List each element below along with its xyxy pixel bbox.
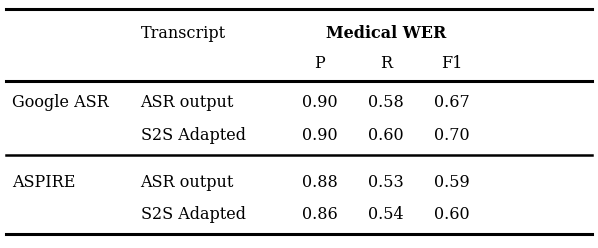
- Text: 0.53: 0.53: [368, 174, 404, 191]
- Text: Transcript: Transcript: [141, 25, 225, 42]
- Text: 0.88: 0.88: [302, 174, 338, 191]
- Text: 0.86: 0.86: [302, 206, 338, 223]
- Text: ASR output: ASR output: [141, 174, 234, 191]
- Text: S2S Adapted: S2S Adapted: [141, 127, 246, 144]
- Text: 0.70: 0.70: [434, 127, 469, 144]
- Text: P: P: [315, 55, 325, 72]
- Text: Google ASR: Google ASR: [12, 94, 109, 111]
- Text: 0.60: 0.60: [368, 127, 404, 144]
- Text: 0.54: 0.54: [368, 206, 404, 223]
- Text: 0.90: 0.90: [302, 94, 338, 111]
- Text: 0.60: 0.60: [434, 206, 469, 223]
- Text: 0.58: 0.58: [368, 94, 404, 111]
- Text: ASR output: ASR output: [141, 94, 234, 111]
- Text: 0.67: 0.67: [434, 94, 469, 111]
- Text: 0.90: 0.90: [302, 127, 338, 144]
- Text: F1: F1: [441, 55, 462, 72]
- Text: R: R: [380, 55, 392, 72]
- Text: ASPIRE: ASPIRE: [12, 174, 75, 191]
- Text: S2S Adapted: S2S Adapted: [141, 206, 246, 223]
- Text: Medical WER: Medical WER: [325, 25, 446, 42]
- Text: 0.59: 0.59: [434, 174, 469, 191]
